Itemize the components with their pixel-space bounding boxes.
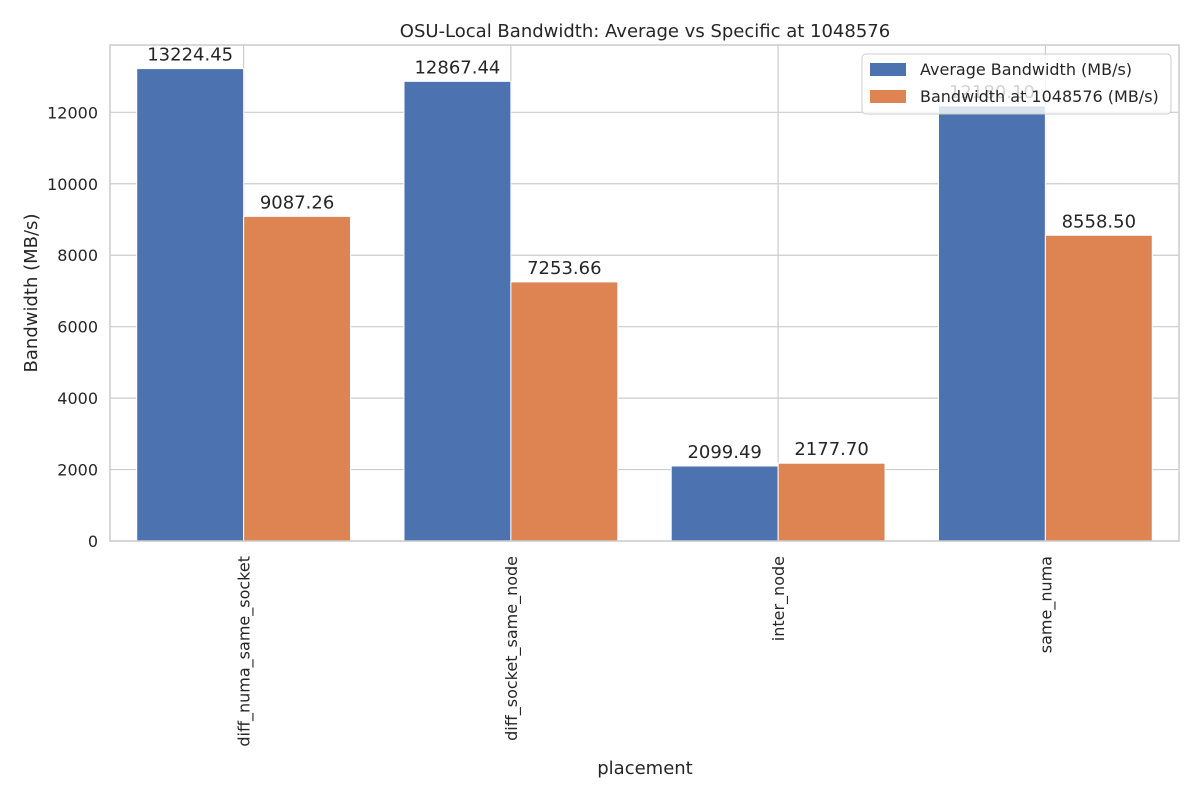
legend-label: Average Bandwidth (MB/s) xyxy=(920,60,1132,79)
plot-area: 0 2000 4000 6000 8000 10000 12000 13224.45 12867… xyxy=(47,44,1180,747)
bars xyxy=(136,68,1153,542)
y-tick-label: 10000 xyxy=(47,175,98,194)
x-tick-label: diff_socket_same_node xyxy=(502,556,522,741)
bar-average xyxy=(937,105,1046,542)
chart-title: OSU-Local Bandwidth: Average vs Specific… xyxy=(400,21,890,42)
bar-average xyxy=(136,68,245,542)
legend-swatch xyxy=(870,63,906,76)
data-labels: 13224.4512867.442099.4912180.109087.2672… xyxy=(147,45,1136,463)
x-tick-label: diff_numa_same_socket xyxy=(235,556,255,747)
data-label: 13224.45 xyxy=(147,45,233,66)
bar-average xyxy=(403,80,512,542)
x-axis-label: placement xyxy=(597,758,693,779)
y-tick-label: 12000 xyxy=(47,103,98,122)
bar-average xyxy=(670,465,779,542)
data-label: 9087.26 xyxy=(260,192,334,213)
y-tick-label: 6000 xyxy=(57,318,98,337)
legend-box xyxy=(861,53,1172,115)
x-tick-label: inter_node xyxy=(769,556,789,641)
y-axis-label: Bandwidth (MB/s) xyxy=(21,214,42,373)
x-tick-label: same_numa xyxy=(1036,556,1056,653)
data-label: 2177.70 xyxy=(794,439,868,460)
y-tick-label: 2000 xyxy=(57,461,98,480)
bar-specific xyxy=(510,281,619,542)
y-tick-label: 4000 xyxy=(57,389,98,408)
bar-specific xyxy=(1044,234,1153,542)
bar-specific xyxy=(777,462,886,542)
data-label: 8558.50 xyxy=(1062,211,1136,232)
y-tick-label: 0 xyxy=(88,532,98,551)
legend: Average Bandwidth (MB/s) Bandwidth at 104… xyxy=(861,53,1172,115)
bar-specific xyxy=(243,215,352,542)
plot-frame xyxy=(109,44,1180,542)
legend-label: Bandwidth at 1048576 (MB/s) xyxy=(920,87,1159,106)
y-tick-label: 8000 xyxy=(57,246,98,265)
data-label: 2099.49 xyxy=(687,442,761,463)
legend-swatch xyxy=(870,90,906,103)
data-label: 12867.44 xyxy=(414,57,500,78)
data-label: 7253.66 xyxy=(527,258,601,279)
